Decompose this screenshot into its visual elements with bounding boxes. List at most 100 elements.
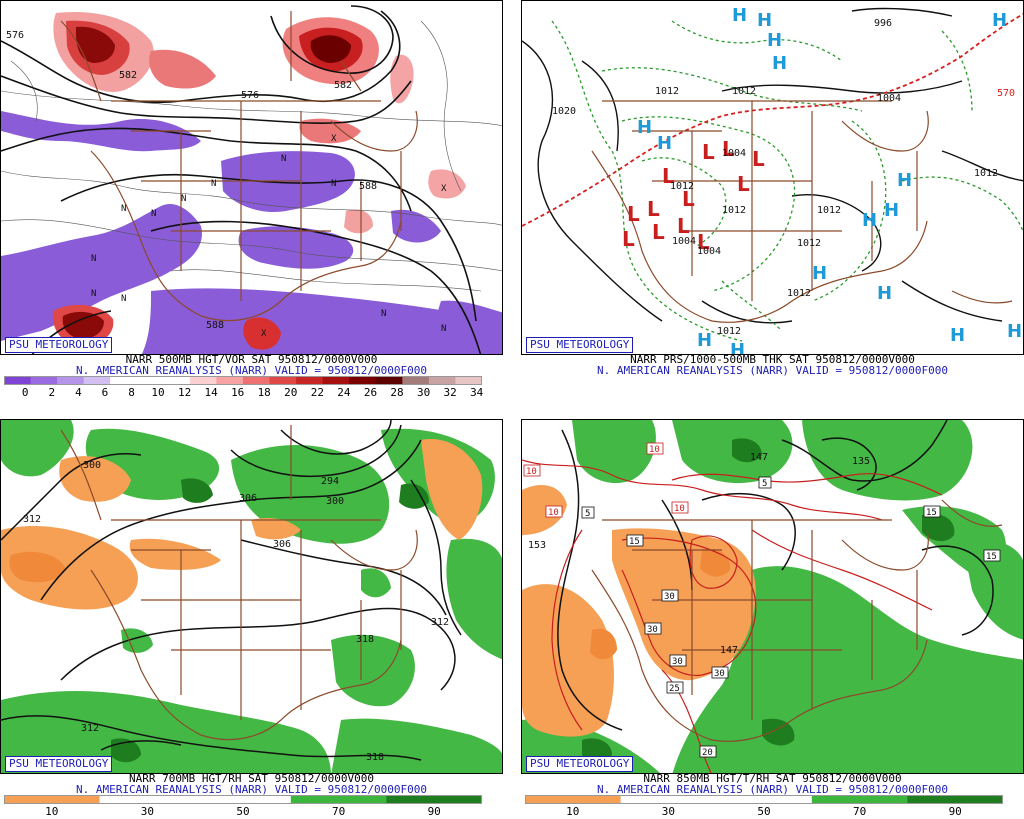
colorbar-segment bbox=[4, 376, 32, 385]
vorticity-map-graphic: N N N N N N N N N N X X N X 576 582 576 582 588 5… bbox=[1, 5, 502, 354]
colorbar-segment bbox=[811, 795, 908, 804]
humidity-colorbar bbox=[4, 795, 482, 804]
map-500mb-vorticity: N N N N N N N N N N X X N X 576 582 576 582 588 5… bbox=[0, 0, 503, 355]
geopotential-height-contours bbox=[1, 420, 462, 761]
colorbar-tick-label: 70 bbox=[852, 805, 867, 818]
colorbar-segment bbox=[290, 795, 387, 804]
pressure-system-markers: N N N N N N N N N N X X N X bbox=[91, 134, 447, 339]
very-moist-rh-shading bbox=[582, 438, 955, 762]
svg-text:1004: 1004 bbox=[697, 246, 721, 257]
colorbar-tick-label: 32 bbox=[443, 386, 457, 399]
svg-text:X: X bbox=[261, 329, 267, 339]
svg-text:30: 30 bbox=[672, 657, 683, 667]
svg-text:15: 15 bbox=[926, 508, 937, 518]
svg-text:135: 135 bbox=[852, 456, 870, 467]
svg-text:N: N bbox=[281, 154, 286, 164]
colorbar-segment bbox=[525, 795, 622, 804]
colorbar-segment bbox=[243, 376, 271, 385]
colorbar-tick-label: 34 bbox=[470, 386, 484, 399]
svg-text:30: 30 bbox=[664, 592, 675, 602]
svg-text:L: L bbox=[622, 227, 635, 251]
boxed-temperature-labels: 10 10 10 10 153 147 135 15 15 15 5 5 30 … bbox=[523, 442, 1001, 758]
panel-subtitle: N. AMERICAN REANALYSIS (NARR) VALID = 95… bbox=[597, 783, 948, 796]
svg-text:L: L bbox=[682, 187, 695, 211]
colorbar-segment bbox=[216, 376, 244, 385]
svg-text:1012: 1012 bbox=[722, 205, 746, 216]
svg-text:L: L bbox=[647, 197, 660, 221]
colorbar-segment bbox=[4, 795, 101, 804]
colorbar-frame bbox=[4, 795, 482, 804]
isobar-contours bbox=[522, 7, 1023, 324]
colorbar-segment bbox=[30, 376, 58, 385]
svg-text:L: L bbox=[737, 172, 750, 196]
svg-text:1004: 1004 bbox=[672, 236, 696, 247]
colorbar-segment bbox=[189, 376, 218, 385]
colorbar-tick-label: 30 bbox=[661, 805, 676, 818]
colorbar-segment bbox=[907, 795, 1003, 804]
svg-text:5: 5 bbox=[762, 479, 767, 489]
svg-text:10: 10 bbox=[548, 508, 559, 518]
svg-text:H: H bbox=[877, 283, 892, 304]
svg-text:1004: 1004 bbox=[877, 93, 901, 104]
svg-text:318: 318 bbox=[366, 752, 384, 763]
svg-text:L: L bbox=[662, 164, 675, 188]
colorbar-segment bbox=[195, 795, 292, 804]
panel-850mb-temperature-humidity: 10 10 10 10 153 147 135 15 15 15 5 5 30 … bbox=[521, 419, 1024, 819]
contour-height-labels: 576 582 576 582 588 588 bbox=[6, 30, 377, 331]
svg-text:312: 312 bbox=[81, 723, 99, 734]
colorbar-tick-label: 10 bbox=[566, 805, 580, 818]
panel-subtitle: N. AMERICAN REANALYSIS (NARR) VALID = 95… bbox=[76, 783, 427, 796]
svg-text:300: 300 bbox=[326, 496, 344, 507]
svg-text:147: 147 bbox=[750, 452, 768, 463]
colorbar-tick-label: 10 bbox=[151, 386, 165, 399]
svg-text:588: 588 bbox=[359, 181, 377, 192]
colorbar-segment bbox=[386, 795, 482, 804]
svg-text:15: 15 bbox=[629, 537, 640, 547]
moist-rh-shading bbox=[522, 420, 1023, 773]
colorbar-tick-label: 90 bbox=[948, 805, 962, 818]
svg-text:10: 10 bbox=[649, 445, 660, 455]
svg-text:H: H bbox=[950, 325, 965, 346]
svg-text:N: N bbox=[211, 179, 216, 189]
political-boundaries bbox=[60, 425, 418, 741]
colorbar-segment bbox=[620, 795, 717, 804]
colorbar-tick-label: 4 bbox=[75, 386, 82, 399]
colorbar-tick-label: 50 bbox=[757, 805, 771, 818]
svg-text:30: 30 bbox=[714, 669, 725, 679]
height-contour-labels: 300 312 306 294 300 312 318 312 318 306 bbox=[23, 460, 449, 763]
svg-text:H: H bbox=[884, 200, 899, 221]
psu-meteorology-badge: PSU METEOROLOGY bbox=[5, 756, 113, 772]
svg-text:15: 15 bbox=[986, 552, 997, 562]
svg-text:H: H bbox=[897, 170, 912, 191]
svg-text:582: 582 bbox=[334, 80, 352, 91]
colorbar-tick-label: 0 bbox=[21, 386, 29, 399]
panel-subtitle: N. AMERICAN REANALYSIS (NARR) VALID = 95… bbox=[597, 364, 948, 377]
colorbar-tick-label: 16 bbox=[231, 386, 245, 399]
high-pressure-markers: H HH HHH HHH HHH HH H H bbox=[637, 5, 1022, 354]
svg-text:10: 10 bbox=[674, 504, 685, 514]
svg-text:H: H bbox=[812, 263, 827, 284]
svg-text:H: H bbox=[862, 210, 877, 231]
positive-vorticity-shading bbox=[52, 11, 466, 350]
svg-text:N: N bbox=[381, 309, 386, 319]
colorbar-tick-label: 30 bbox=[140, 805, 155, 818]
svg-text:L: L bbox=[702, 140, 715, 164]
political-boundaries bbox=[60, 11, 418, 322]
svg-text:H: H bbox=[772, 53, 787, 74]
isobar-labels: 1020 1012 1012 1012 1004 1004 1012 1004 … bbox=[552, 18, 1015, 337]
vorticity-colorbar-ticks: 0 2 4 6 8 10 12 14 16 18 20 22 24 26 28 30 32 34 bbox=[0, 386, 503, 400]
humidity-850mb-graphic: 10 10 10 10 153 147 135 15 15 15 5 5 30 … bbox=[522, 420, 1023, 773]
psu-meteorology-badge: PSU METEOROLOGY bbox=[526, 756, 634, 772]
colorbar-segment bbox=[402, 376, 430, 385]
political-boundaries bbox=[591, 499, 1003, 742]
dry-rh-core bbox=[9, 551, 66, 583]
svg-text:H: H bbox=[757, 10, 772, 31]
svg-text:N: N bbox=[91, 254, 96, 264]
svg-text:576: 576 bbox=[6, 30, 24, 41]
svg-text:5: 5 bbox=[585, 509, 590, 519]
svg-text:H: H bbox=[697, 330, 712, 351]
svg-text:N: N bbox=[91, 289, 96, 299]
svg-text:1012: 1012 bbox=[817, 205, 841, 216]
panel-700mb-humidity: 300 312 306 294 300 312 318 312 318 306 … bbox=[0, 419, 503, 819]
colorbar-tick-label: 14 bbox=[204, 386, 218, 399]
